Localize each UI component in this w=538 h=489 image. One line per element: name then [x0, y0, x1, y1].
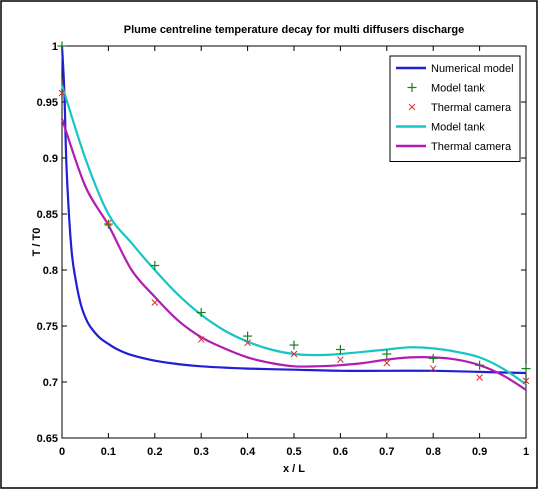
x-tick-label: 0.3: [194, 446, 209, 458]
x-tick-label: 0.4: [240, 446, 256, 458]
y-tick-label: 1: [52, 41, 58, 53]
y-tick-label: 0.65: [37, 433, 58, 445]
marker-stroke: [290, 350, 298, 358]
legend-label-thermal-camera: Thermal camera: [431, 141, 512, 153]
series-line-numerical-model: [60, 45, 527, 375]
y-axis-label: T / T0: [31, 228, 43, 257]
y-tick-label: 0.8: [43, 265, 58, 277]
plus-marker: [335, 345, 345, 355]
series-markers-model-tank: [57, 41, 531, 374]
x-marker: [197, 336, 205, 343]
x-tick-label: 0.1: [101, 446, 116, 458]
x-marker: [429, 365, 437, 372]
marker-stroke: [151, 299, 159, 306]
marker-stroke: [476, 374, 483, 381]
plus-marker: [57, 41, 67, 51]
x-tick-label: 0.8: [426, 446, 441, 458]
plus-marker: [521, 364, 531, 374]
y-axis: 0.65 0.7 0.75 0.8 0.85 0.9 0.95 1: [37, 41, 526, 445]
x-marker: [105, 219, 112, 227]
marker-stroke: [383, 359, 391, 367]
legend-swatch-thermal-camera: [408, 103, 416, 111]
legend-label-thermal-camera: Thermal camera: [431, 102, 512, 114]
x-tick-label: 0.6: [333, 446, 348, 458]
x-tick-label: 0.5: [286, 446, 301, 458]
y-tick-label: 0.85: [37, 209, 58, 221]
x-marker: [337, 356, 344, 363]
x-axis-label: x / L: [283, 463, 305, 475]
legend-label-model-tank: Model tank: [431, 122, 485, 134]
plus-marker: [475, 360, 485, 370]
legend-swatch-model-tank: [407, 83, 417, 92]
series-markers-thermal-camera: [58, 89, 530, 385]
y-tick-label: 0.9: [43, 153, 58, 165]
x-marker: [522, 377, 530, 385]
x-marker: [476, 374, 483, 381]
marker-stroke: [522, 377, 530, 385]
x-marker: [290, 350, 298, 358]
legend: Numerical model Model tank Thermal camera M…: [389, 55, 521, 162]
x-axis: 0 0.1 0.2 0.3 0.4 0.5 0.6 0.7 0.8 0.9 1: [59, 46, 529, 458]
plus-marker: [382, 349, 392, 359]
x-marker: [244, 339, 251, 347]
y-tick-label: 0.95: [37, 97, 58, 109]
plus-marker: [243, 331, 253, 341]
legend-label-numerical-model: Numerical model: [431, 63, 514, 75]
marker-stroke: [408, 103, 416, 111]
y-tick-label: 0.75: [37, 321, 58, 333]
legend-label-model-tank: Model tank: [431, 83, 485, 95]
marker-stroke: [105, 219, 112, 227]
legend-box: [389, 55, 521, 162]
x-tick-label: 0.2: [147, 446, 162, 458]
x-tick-label: 0.9: [472, 446, 487, 458]
plus-marker: [150, 261, 160, 271]
x-tick-label: 1: [523, 446, 529, 458]
marker-stroke: [58, 89, 66, 97]
plus-marker: [196, 308, 206, 318]
x-marker: [151, 299, 159, 306]
x-tick-label: 0: [59, 446, 65, 458]
series-layer: [57, 41, 531, 391]
plus-marker: [103, 219, 113, 229]
chart-title: Plume centreline temperature decay for m…: [124, 24, 465, 36]
marker-stroke: [337, 356, 344, 363]
plus-marker: [289, 340, 299, 350]
marker-stroke: [244, 339, 251, 347]
x-marker: [383, 359, 391, 367]
series-line-thermal-camera: [60, 118, 527, 391]
x-tick-label: 0.7: [379, 446, 394, 458]
y-tick-label: 0.7: [43, 377, 58, 389]
x-marker: [58, 89, 66, 97]
plus-marker: [428, 353, 438, 363]
marker-stroke: [429, 365, 437, 372]
marker-stroke: [197, 336, 205, 343]
